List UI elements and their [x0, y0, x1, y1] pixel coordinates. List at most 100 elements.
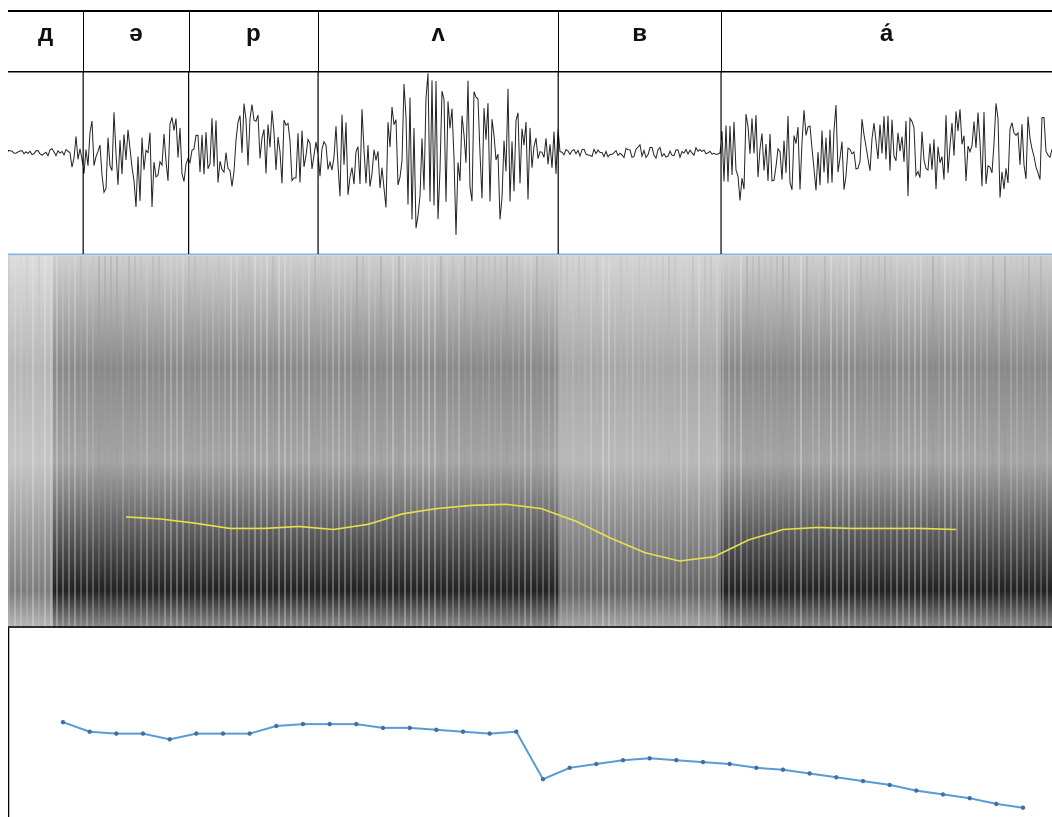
- segment-boundary: [188, 12, 190, 72]
- segment-label: д: [37, 20, 54, 47]
- spectrogram-striation: [560, 256, 562, 628]
- spectrogram-background: [8, 256, 1052, 628]
- contour-point: [914, 788, 919, 793]
- spectrogram-striation: [884, 256, 886, 628]
- spectrogram-striation: [182, 256, 184, 628]
- spectrogram-striation: [980, 256, 982, 628]
- spectrogram-striation: [1010, 256, 1012, 628]
- spectrogram-striation: [248, 256, 250, 628]
- contour-point: [834, 775, 839, 780]
- spectrogram-striation: [386, 256, 388, 628]
- spectrogram-striation: [218, 256, 220, 628]
- contour-point: [140, 731, 146, 736]
- spectrogram-striation: [8, 256, 10, 628]
- spectrogram-striation: [986, 256, 988, 628]
- spectrogram-striation: [536, 256, 538, 628]
- contour-point: [274, 723, 279, 729]
- contour-point: [887, 782, 892, 788]
- spectrogram-striation: [866, 256, 868, 628]
- spectrogram-striation: [428, 256, 430, 628]
- spectrogram-striation: [452, 256, 454, 628]
- spectrogram-striation: [962, 256, 964, 628]
- contour-point: [594, 761, 599, 767]
- contour-point: [727, 761, 732, 767]
- segment-boundary: [83, 12, 85, 72]
- segment-label: в: [632, 20, 647, 47]
- spectrogram-panel: [8, 256, 1052, 628]
- spectrogram-striation: [272, 256, 274, 628]
- spectrogram-striation: [752, 256, 754, 628]
- spectrogram-striation: [620, 256, 622, 628]
- spectrogram-striation: [128, 256, 130, 628]
- contour-point: [807, 771, 812, 776]
- spectrogram-striation: [530, 256, 532, 628]
- contour-point: [540, 777, 546, 782]
- segment-boundary: [721, 12, 723, 72]
- fricative-region: [558, 256, 722, 628]
- spectrogram-striation: [122, 256, 124, 628]
- spectrogram-striation: [20, 256, 22, 628]
- waveform-plot: [8, 72, 1052, 256]
- contour-point: [87, 729, 92, 734]
- spectrogram-striation: [1004, 256, 1006, 628]
- spectrogram-striation: [488, 256, 490, 628]
- spectrogram-striation: [584, 256, 586, 628]
- spectrogram-striation: [824, 256, 826, 628]
- spectrogram-striation: [338, 256, 340, 628]
- spectrogram-striation: [80, 256, 82, 628]
- spectrogram-striation: [938, 256, 940, 628]
- spectrogram-striation: [140, 256, 142, 628]
- segment-label: ʌ: [431, 20, 445, 47]
- contour-point: [194, 731, 199, 736]
- spectrogram-striation: [908, 256, 910, 628]
- spectrogram-striation: [950, 256, 952, 628]
- spectrogram-striation: [764, 256, 766, 628]
- spectrogram-striation: [212, 256, 214, 628]
- contour-point: [247, 731, 252, 736]
- waveform-trace: [8, 73, 1052, 236]
- spectrogram-striation: [602, 256, 604, 628]
- spectrogram-striation: [848, 256, 850, 628]
- spectrogram-striation: [464, 256, 466, 628]
- spectrogram-striation: [896, 256, 898, 628]
- contour-point: [780, 767, 786, 772]
- spectrogram-striation: [434, 256, 436, 628]
- spectrogram-striation: [482, 256, 484, 628]
- contour-point: [754, 765, 759, 770]
- spectrogram-striation: [236, 256, 238, 628]
- spectrogram-striation: [104, 256, 106, 628]
- spectrogram-striation: [188, 256, 190, 628]
- spectrogram-striation: [230, 256, 232, 628]
- contour-point: [407, 725, 412, 731]
- spectrogram-striation: [926, 256, 928, 628]
- spectrogram-striation: [296, 256, 298, 628]
- spectrogram-striation: [668, 256, 670, 628]
- segment-label: р: [245, 20, 261, 47]
- spectrogram-striation: [500, 256, 502, 628]
- spectrogram-striation: [74, 256, 76, 628]
- spectrogram-striation: [686, 256, 688, 628]
- spectrogram-striation: [44, 256, 46, 628]
- spectrogram-striation: [374, 256, 376, 628]
- spectrogram-striation: [110, 256, 112, 628]
- spectrogram-striation: [146, 256, 148, 628]
- spectrogram-striation: [680, 256, 682, 628]
- contour-point: [354, 721, 359, 727]
- intonation-contour-plot: [8, 628, 1026, 817]
- spectrogram-striation: [992, 256, 994, 628]
- spectrogram-striation: [854, 256, 856, 628]
- spectrogram-striation: [698, 256, 700, 628]
- spectrogram-striation: [152, 256, 154, 628]
- spectrogram-striation: [290, 256, 292, 628]
- spectrogram-striation: [770, 256, 772, 628]
- spectrogram-striation: [1022, 256, 1024, 628]
- segment-label-tier: д ə р ʌ в а́: [8, 10, 1052, 72]
- pitch-track-line: [125, 503, 957, 562]
- contour-point: [167, 737, 172, 742]
- spectrogram-striation: [548, 256, 550, 628]
- spectrogram-striation: [1046, 256, 1048, 628]
- spectrogram-striation: [368, 256, 370, 628]
- spectrogram-striation: [56, 256, 58, 628]
- spectrogram-striation: [692, 256, 694, 628]
- contour-point: [674, 758, 679, 763]
